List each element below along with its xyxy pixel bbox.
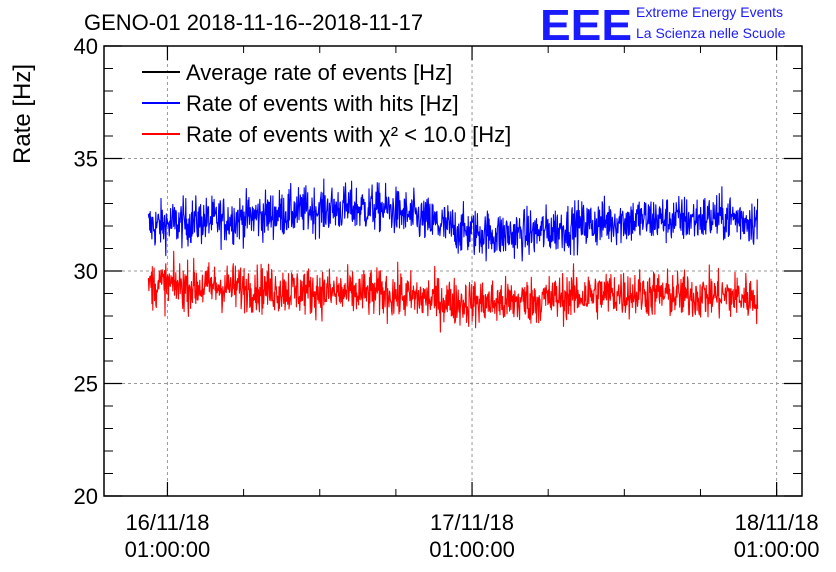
legend-label: Rate of events with hits [Hz]	[186, 91, 459, 116]
y-tick-label: 40	[74, 34, 98, 59]
series-line-2	[147, 250, 759, 333]
x-tick-label-time: 01:00:00	[429, 537, 515, 562]
legend-label: Rate of events with χ² < 10.0 [Hz]	[186, 122, 511, 147]
x-tick-label-date: 18/11/18	[735, 510, 819, 535]
eee-logo-line2: La Scienza nelle Scuole	[636, 25, 786, 41]
legend-label: Average rate of events [Hz]	[186, 60, 452, 85]
y-tick-label: 35	[74, 147, 98, 172]
x-tick-label-date: 17/11/18	[430, 510, 514, 535]
series-line-1	[147, 178, 759, 262]
y-axis-label: Rate [Hz]	[9, 64, 36, 164]
axis-ticks: 202530354016/11/1801:00:0017/11/1801:00:…	[74, 34, 820, 562]
series-layer	[147, 178, 759, 333]
y-tick-label: 30	[74, 259, 98, 284]
y-tick-label: 20	[74, 484, 98, 509]
eee-logo-mark: EEE	[540, 1, 632, 50]
legend: Average rate of events [Hz] Rate of event…	[142, 60, 511, 147]
x-tick-label-date: 16/11/18	[125, 510, 209, 535]
x-tick-label-time: 01:00:00	[734, 537, 820, 562]
chart-title: GENO-01 2018-11-16--2018-11-17	[84, 10, 423, 35]
eee-logo-line1: Extreme Energy Events	[636, 4, 783, 20]
y-tick-label: 25	[74, 372, 98, 397]
grid-lines	[104, 46, 802, 496]
x-tick-label-time: 01:00:00	[125, 537, 211, 562]
eee-logo: EEE Extreme Energy Events La Scienza nel…	[540, 1, 786, 50]
